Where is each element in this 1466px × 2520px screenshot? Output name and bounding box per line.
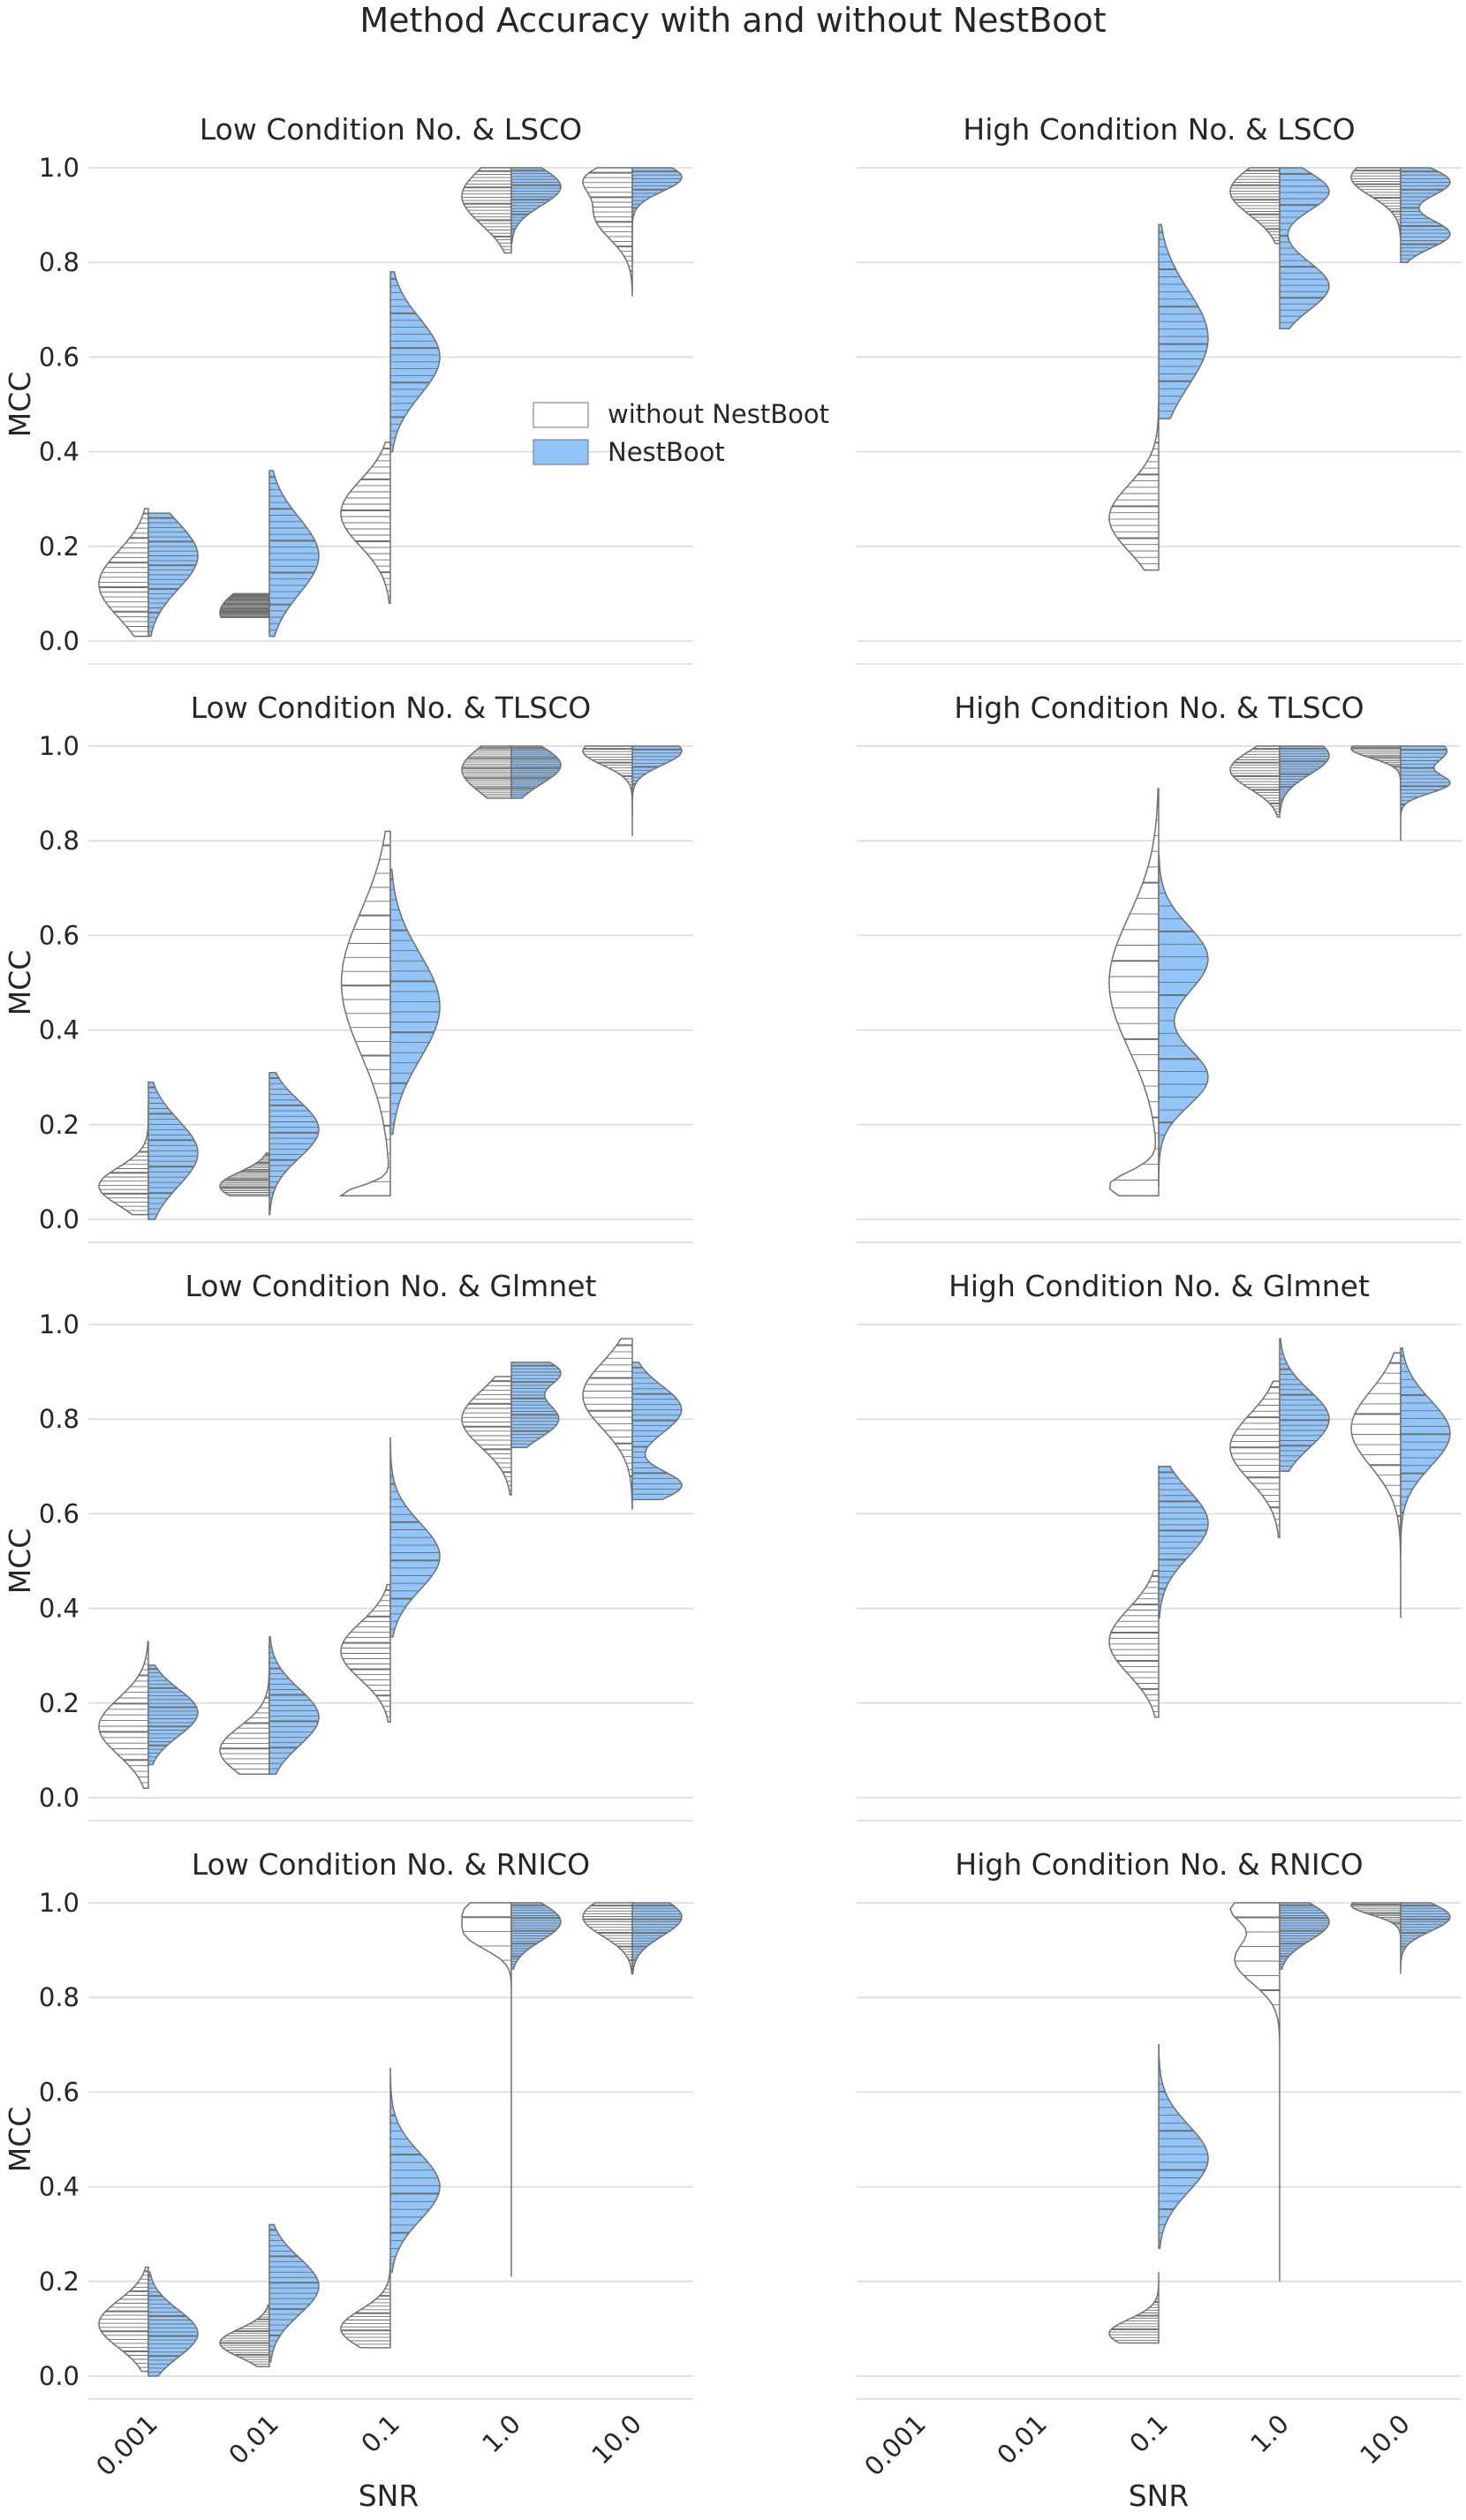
x-tick-label: 0.001	[90, 2409, 163, 2482]
x-axis-label-right: SNR	[1129, 2479, 1190, 2513]
y-tick-label: 0.0	[39, 626, 79, 656]
y-tick-label: 1.0	[39, 153, 79, 183]
y-tick-label: 0.2	[39, 532, 79, 562]
x-axis-label-left: SNR	[359, 2479, 419, 2513]
y-tick-label: 0.4	[39, 437, 79, 467]
y-tick-label: 1.0	[39, 1309, 79, 1339]
x-tick-label: 1.0	[1244, 2409, 1295, 2459]
panel: Low Condition No. & Glmnet 0.0 0.2 0.4 0.6 0.…	[3, 1269, 693, 1822]
legend-swatch-nestboot	[533, 439, 589, 465]
panel-title: Low Condition No. & RNICO	[192, 1847, 590, 1882]
violin-half	[1229, 1902, 1281, 2282]
legend: without NestBoot NestBoot	[533, 399, 829, 467]
panel: Low Condition No. & TLSCO 0.0 0.2 0.4 0.6 0.8…	[3, 690, 693, 1243]
x-tick-label: 0.1	[355, 2409, 405, 2459]
violin-half	[631, 167, 683, 263]
violin-half	[631, 745, 683, 836]
x-tick-label: 10.0	[586, 2409, 647, 2471]
legend-label-without: without NestBoot	[608, 399, 829, 429]
y-tick-label: 0.2	[39, 1110, 79, 1140]
legend-swatch-without	[533, 402, 589, 428]
violin-half	[1158, 854, 1209, 1187]
y-tick-label: 1.0	[39, 1888, 79, 1918]
panel: High Condition No. & TLSCO	[857, 690, 1462, 1243]
x-tick-label: 10.0	[1354, 2409, 1416, 2471]
y-tick-label: 0.8	[39, 826, 79, 856]
y-tick-label: 0.2	[39, 1688, 79, 1718]
y-tick-label: 0.8	[39, 247, 79, 277]
y-tick-label: 0.0	[39, 1783, 79, 1813]
y-tick-label: 0.6	[39, 920, 79, 950]
panel-title: Low Condition No. & LSCO	[200, 112, 582, 147]
violin-half	[1279, 745, 1330, 813]
violin-half	[1350, 1352, 1402, 1618]
y-tick-label: 0.2	[39, 2267, 79, 2297]
panel: High Condition No. & RNICO 0.001 0.01 0.1 1.…	[857, 1847, 1462, 2482]
panel: High Condition No. & Glmnet	[857, 1269, 1462, 1822]
y-tick-label: 1.0	[39, 731, 79, 761]
x-tick-label: 1.0	[476, 2409, 526, 2459]
x-tick-label: 0.001	[858, 2409, 932, 2482]
x-tick-label: 0.01	[991, 2409, 1053, 2471]
panel-title: High Condition No. & Glmnet	[948, 1269, 1370, 1303]
y-tick-label: 0.0	[39, 1204, 79, 1234]
violin-half	[1400, 1902, 1451, 1974]
panel: High Condition No. & LSCO	[857, 112, 1462, 665]
y-axis-label: MCC	[3, 1528, 37, 1595]
panel-title: High Condition No. & LSCO	[963, 112, 1355, 147]
panel-title: Low Condition No. & Glmnet	[185, 1269, 597, 1303]
violin-half	[1350, 167, 1402, 240]
violin-half	[1279, 167, 1330, 329]
panel: Low Condition No. & RNICO 0.0 0.2 0.4 0.6 0.8…	[3, 1847, 693, 2482]
y-axis-label: MCC	[3, 372, 37, 438]
y-axis-label: MCC	[3, 950, 37, 1016]
x-tick-label: 0.1	[1123, 2409, 1174, 2459]
violin-half	[1400, 167, 1451, 263]
y-tick-label: 0.4	[39, 1015, 79, 1045]
panels: Low Condition No. & LSCO 0.0 0.2 0.4 0.6 0.8 1…	[3, 112, 1462, 2482]
panel: Low Condition No. & LSCO 0.0 0.2 0.4 0.6 0.8 1…	[3, 112, 693, 665]
y-axis-label: MCC	[3, 2107, 37, 2173]
panel-title: High Condition No. & TLSCO	[954, 690, 1364, 725]
y-tick-label: 0.8	[39, 1404, 79, 1434]
y-tick-label: 0.6	[39, 1498, 79, 1528]
y-tick-label: 0.6	[39, 342, 79, 372]
y-tick-label: 0.6	[39, 2077, 79, 2107]
y-tick-label: 0.8	[39, 1982, 79, 2012]
figure-title: Method Accuracy with and without NestBoo…	[359, 1, 1106, 40]
x-tick-label: 0.01	[223, 2409, 284, 2471]
panel-title: High Condition No. & RNICO	[955, 1847, 1363, 1882]
y-tick-label: 0.0	[39, 2361, 79, 2391]
panel-title: Low Condition No. & TLSCO	[191, 690, 591, 725]
y-tick-label: 0.4	[39, 2172, 79, 2202]
y-tick-label: 0.4	[39, 1594, 79, 1624]
violin-half	[461, 1902, 512, 2277]
legend-label-nestboot: NestBoot	[608, 437, 725, 467]
